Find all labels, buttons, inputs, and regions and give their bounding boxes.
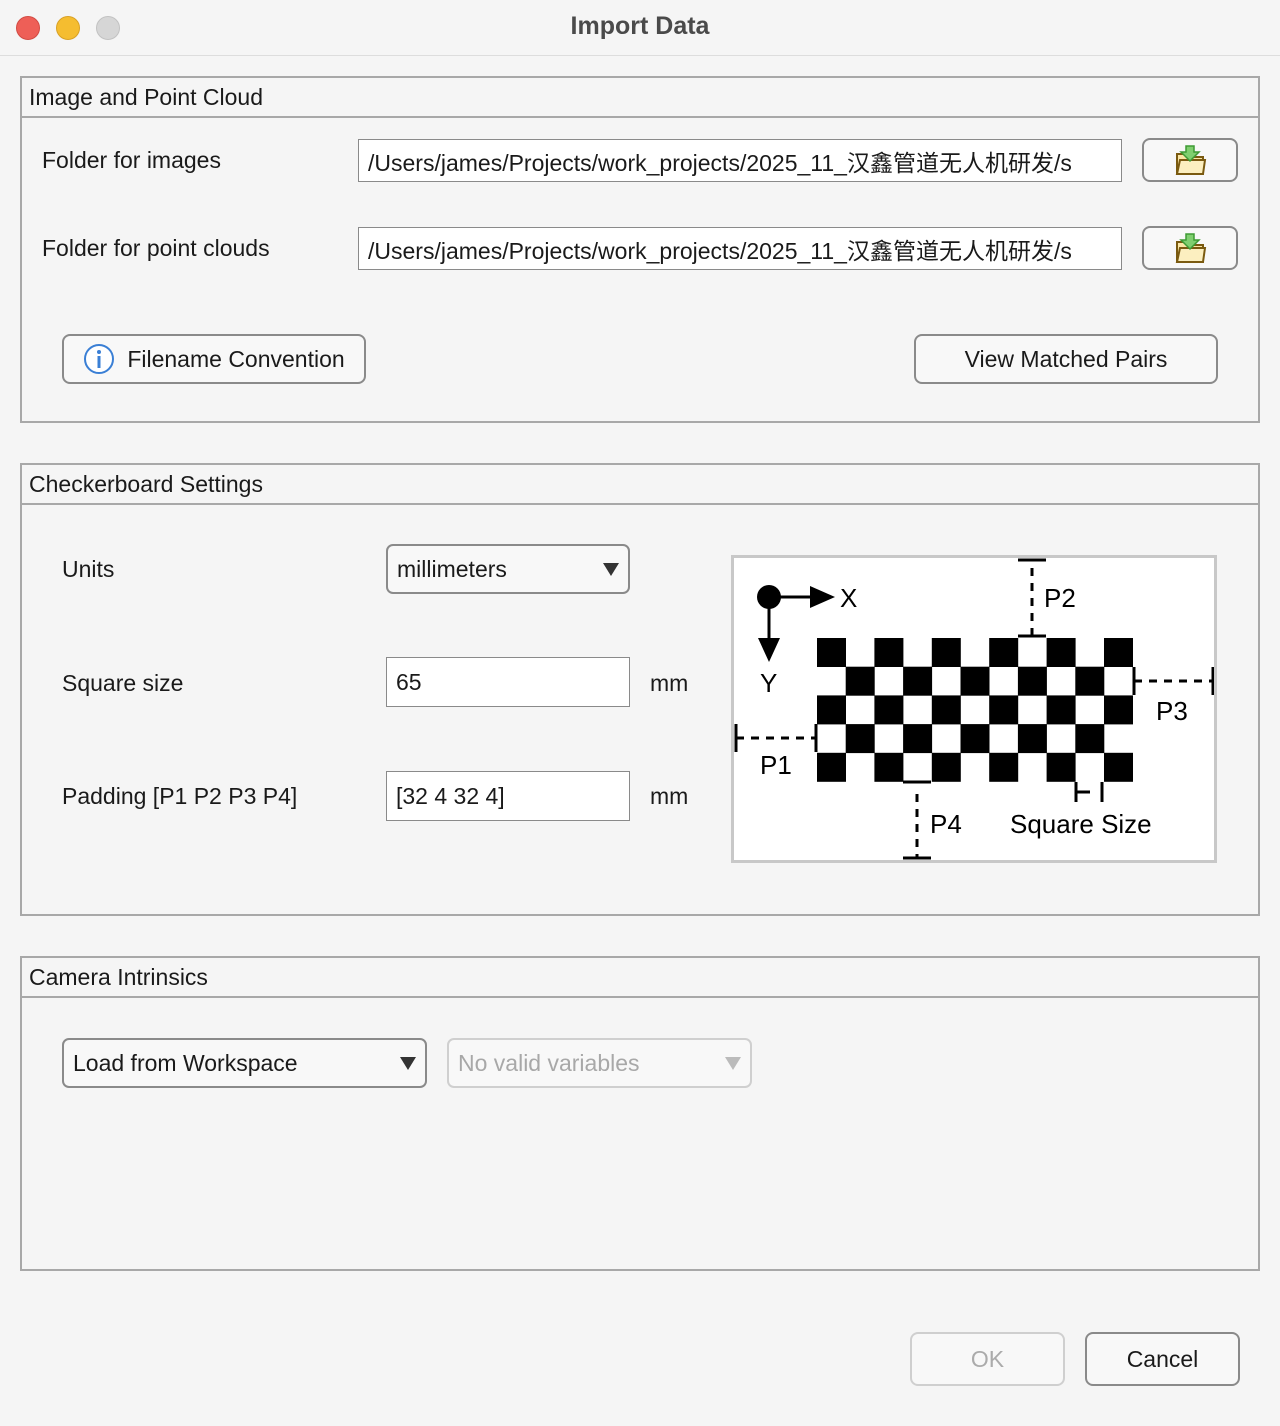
x-arrow-icon [810, 586, 835, 608]
units-value: millimeters [397, 555, 507, 582]
chevron-down-icon [603, 562, 619, 576]
checker-square [845, 724, 875, 754]
padding-unit: mm [650, 783, 689, 809]
intrinsics-source-dropdown[interactable]: Load from Workspace [62, 1038, 427, 1088]
square-size-label: Square size [62, 670, 184, 696]
checker-square [960, 724, 990, 754]
y-label: Y [760, 668, 777, 698]
p2-label: P2 [1044, 583, 1076, 613]
checker-square [989, 638, 1019, 667]
checker-square [1046, 752, 1076, 782]
chevron-down-icon [400, 1056, 416, 1070]
square-size-diagram-label: Square Size [1010, 809, 1152, 839]
checkerboard-grid [817, 638, 1133, 782]
checker-square [1017, 724, 1047, 754]
checkerboard-diagram-svg: X Y P2 P3 P1 P4 Square Size [734, 558, 1214, 860]
checker-square [960, 666, 990, 696]
checkerboard-settings-panel: Checkerboard Settings [20, 463, 1260, 916]
clouds-folder-label: Folder for point clouds [42, 235, 270, 261]
padding-input[interactable]: [32 4 32 4] [386, 771, 630, 821]
checker-square [1104, 695, 1133, 725]
cancel-button[interactable]: Cancel [1085, 1332, 1240, 1386]
checker-square [1046, 695, 1076, 725]
folder-import-icon [1175, 233, 1207, 263]
checker-square [931, 752, 961, 782]
checker-square [817, 695, 846, 725]
camera-intrinsics-panel: Camera Intrinsics [20, 956, 1260, 1271]
padding-label: Padding [P1 P2 P3 P4] [62, 783, 298, 809]
checker-square [845, 666, 875, 696]
folder-import-icon [1175, 145, 1207, 175]
chevron-down-icon [725, 1056, 741, 1070]
image-point-cloud-panel: Image and Point Cloud [20, 76, 1260, 423]
zoom-window-button[interactable] [96, 16, 120, 40]
p3-label: P3 [1156, 696, 1188, 726]
images-folder-input[interactable]: /Users/james/Projects/work_projects/2025… [358, 139, 1122, 182]
window-title: Import Data [570, 12, 710, 40]
square-size-input[interactable]: 65 [386, 657, 630, 707]
units-label: Units [62, 556, 115, 582]
filename-convention-button[interactable]: Filename Convention [62, 334, 366, 384]
info-icon [84, 344, 115, 374]
checker-square [1104, 638, 1133, 667]
checker-square [1104, 752, 1133, 782]
checker-square [817, 638, 846, 667]
units-dropdown[interactable]: millimeters [386, 544, 630, 594]
checker-square [1075, 724, 1105, 754]
title-bar: Import Data [0, 0, 1280, 56]
workspace-variable-dropdown[interactable]: No valid variables [447, 1038, 752, 1088]
browse-clouds-button[interactable] [1142, 226, 1238, 270]
panel-title: Camera Intrinsics [22, 958, 1258, 998]
checker-square [989, 752, 1019, 782]
panel-title: Checkerboard Settings [22, 465, 1258, 505]
square-size-unit: mm [650, 670, 689, 696]
y-arrow-icon [758, 638, 780, 662]
ok-button[interactable]: OK [910, 1332, 1065, 1386]
panel-title: Image and Point Cloud [22, 78, 1258, 118]
view-matched-pairs-button[interactable]: View Matched Pairs [914, 334, 1218, 384]
checker-square [874, 695, 904, 725]
x-label: X [840, 583, 857, 613]
p1-label: P1 [760, 750, 792, 780]
filename-convention-label: Filename Convention [127, 345, 345, 372]
browse-images-button[interactable] [1142, 138, 1238, 182]
checker-square [1017, 666, 1047, 696]
checker-square [903, 724, 933, 754]
checker-square [1075, 666, 1105, 696]
checker-square [989, 695, 1019, 725]
checker-square [874, 752, 904, 782]
checker-square [931, 695, 961, 725]
checker-square [817, 752, 846, 782]
workspace-variable-value: No valid variables [458, 1049, 640, 1076]
checker-square [1046, 638, 1076, 667]
clouds-folder-input[interactable]: /Users/james/Projects/work_projects/2025… [358, 227, 1122, 270]
checker-square [874, 638, 904, 667]
p4-label: P4 [930, 809, 962, 839]
intrinsics-source-value: Load from Workspace [73, 1049, 298, 1076]
checker-square [931, 638, 961, 667]
minimize-window-button[interactable] [56, 16, 80, 40]
checker-square [903, 666, 933, 696]
checkerboard-diagram: X Y P2 P3 P1 P4 Square Size [731, 555, 1217, 863]
images-folder-label: Folder for images [42, 147, 221, 173]
close-window-button[interactable] [16, 16, 40, 40]
